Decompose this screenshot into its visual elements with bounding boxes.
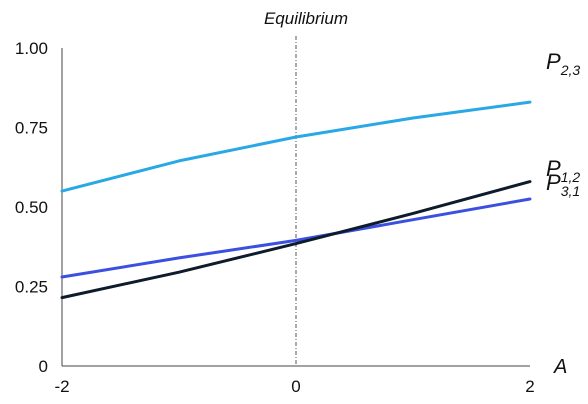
series-lines	[60, 100, 532, 300]
series-line-2-3	[60, 100, 532, 193]
series-label-2-3: P2,3	[546, 49, 580, 78]
axes: 0 0.25 0.50 0.75 1.00 -2 0 2	[15, 36, 535, 396]
y-tick-label: 0.25	[15, 278, 48, 297]
series-line-3-1	[60, 180, 532, 300]
x-tick-label: 0	[291, 377, 300, 396]
chart-title: Equilibrium	[264, 9, 348, 28]
x-tick-label: -2	[54, 377, 69, 396]
series-labels: P2,3 P1,2P3,1	[546, 49, 580, 199]
series-line-1-2	[60, 197, 532, 279]
x-tick-label: 2	[525, 377, 534, 396]
y-tick-label: 1.00	[15, 39, 48, 58]
x-axis-label: A	[553, 356, 567, 378]
series-label-3-1: P3,1	[546, 170, 580, 199]
y-tick-label: 0.75	[15, 119, 48, 138]
series-label-1-2: P1,2	[546, 156, 580, 185]
y-tick-label: 0	[39, 357, 48, 376]
y-tick-label: 0.50	[15, 198, 48, 217]
